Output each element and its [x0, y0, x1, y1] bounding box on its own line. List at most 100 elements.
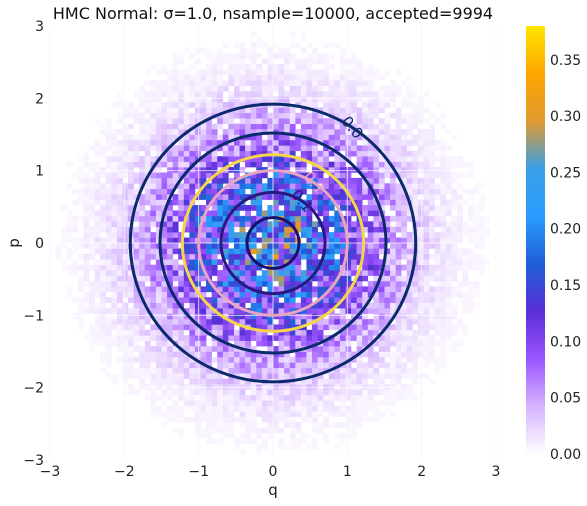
heatmap-cell: [368, 97, 374, 103]
heatmap-cell: [228, 227, 234, 233]
heatmap-cell: [223, 205, 229, 211]
heatmap-cell: [162, 303, 168, 309]
heatmap-cell: [245, 352, 251, 358]
heatmap-cell: [451, 135, 457, 141]
heatmap-cell: [72, 270, 78, 276]
heatmap-cell: [106, 205, 112, 211]
heatmap-cell: [407, 352, 413, 358]
heatmap-cell: [195, 107, 201, 113]
heatmap-cell: [396, 156, 402, 162]
heatmap-cell: [256, 86, 262, 92]
heatmap-cell: [401, 254, 407, 260]
heatmap-cell: [407, 86, 413, 92]
heatmap-cell: [318, 281, 324, 287]
heatmap-cell: [468, 205, 474, 211]
heatmap-cell: [189, 91, 195, 97]
heatmap-cell: [301, 368, 307, 374]
heatmap-cell: [424, 189, 430, 195]
heatmap-cell: [429, 341, 435, 347]
heatmap-cell: [189, 406, 195, 412]
heatmap-cell: [424, 248, 430, 254]
heatmap-cell: [295, 59, 301, 65]
heatmap-cell: [89, 183, 95, 189]
heatmap-cell: [106, 324, 112, 330]
heatmap-cell: [184, 113, 190, 119]
heatmap-cell: [117, 189, 123, 195]
heatmap-cell: [451, 178, 457, 184]
heatmap-cell: [195, 265, 201, 271]
heatmap-cell: [334, 259, 340, 265]
heatmap-cell: [418, 259, 424, 265]
heatmap-cell: [368, 200, 374, 206]
heatmap-cell: [379, 297, 385, 303]
heatmap-cell: [357, 243, 363, 249]
heatmap-cell: [345, 91, 351, 97]
heatmap-cell: [111, 286, 117, 292]
heatmap-cell: [245, 406, 251, 412]
heatmap-cell: [234, 314, 240, 320]
heatmap-cell: [463, 308, 469, 314]
heatmap-cell: [429, 286, 435, 292]
heatmap-cell: [256, 254, 262, 260]
heatmap-cell: [290, 124, 296, 130]
heatmap-cell: [373, 254, 379, 260]
heatmap-cell: [89, 145, 95, 151]
heatmap-cell: [396, 194, 402, 200]
heatmap-cell: [329, 189, 335, 195]
heatmap-cell: [329, 232, 335, 238]
heatmap-cell: [290, 438, 296, 444]
heatmap-cell: [379, 232, 385, 238]
heatmap-cell: [184, 124, 190, 130]
heatmap-cell: [240, 395, 246, 401]
heatmap-cell: [178, 167, 184, 173]
heatmap-cell: [128, 373, 134, 379]
heatmap-cell: [217, 346, 223, 352]
heatmap-cell: [312, 368, 318, 374]
heatmap-cell: [407, 113, 413, 119]
heatmap-cell: [212, 400, 218, 406]
heatmap-cell: [401, 248, 407, 254]
heatmap-cell: [373, 417, 379, 423]
heatmap-cell: [373, 411, 379, 417]
heatmap-cell: [256, 368, 262, 374]
heatmap-cell: [189, 373, 195, 379]
heatmap-cell: [167, 395, 173, 401]
heatmap-cell: [212, 389, 218, 395]
heatmap-cell: [385, 406, 391, 412]
heatmap-cell: [457, 205, 463, 211]
heatmap-cell: [440, 314, 446, 320]
heatmap-cell: [345, 373, 351, 379]
heatmap-cell: [262, 194, 268, 200]
heatmap-cell: [201, 308, 207, 314]
heatmap-cell: [435, 254, 441, 260]
heatmap-cell: [184, 91, 190, 97]
heatmap-cell: [156, 379, 162, 385]
heatmap-cell: [134, 156, 140, 162]
heatmap-cell: [167, 129, 173, 135]
heatmap-cell: [217, 118, 223, 124]
heatmap-cell: [178, 281, 184, 287]
heatmap-cell: [295, 427, 301, 433]
heatmap-cell: [373, 97, 379, 103]
heatmap-cell: [323, 379, 329, 385]
heatmap-cell: [195, 346, 201, 352]
heatmap-cell: [468, 172, 474, 178]
heatmap-cell: [379, 379, 385, 385]
heatmap-cell: [228, 194, 234, 200]
heatmap-cell: [407, 319, 413, 325]
heatmap-cell: [67, 227, 73, 233]
heatmap-cell: [435, 324, 441, 330]
heatmap-cell: [184, 400, 190, 406]
heatmap-cell: [418, 330, 424, 336]
heatmap-cell: [122, 194, 128, 200]
heatmap-cell: [145, 69, 151, 75]
heatmap-cell: [150, 178, 156, 184]
heatmap-cell: [474, 227, 480, 233]
heatmap-cell: [379, 243, 385, 249]
heatmap-cell: [267, 48, 273, 54]
heatmap-cell: [279, 232, 285, 238]
heatmap-cell: [329, 395, 335, 401]
heatmap-cell: [345, 427, 351, 433]
heatmap-cell: [334, 389, 340, 395]
heatmap-cell: [156, 297, 162, 303]
